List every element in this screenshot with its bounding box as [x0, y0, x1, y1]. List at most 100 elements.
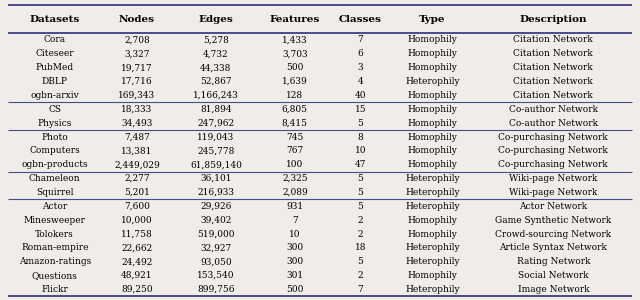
Text: 24,492: 24,492	[121, 257, 152, 266]
Text: 4: 4	[357, 77, 363, 86]
Text: 48,921: 48,921	[121, 271, 153, 280]
Text: 10,000: 10,000	[121, 216, 153, 225]
Text: Computers: Computers	[29, 146, 80, 155]
Text: 6: 6	[357, 49, 363, 58]
Text: Homophily: Homophily	[408, 35, 458, 44]
Text: 40: 40	[355, 91, 366, 100]
Text: DBLP: DBLP	[42, 77, 68, 86]
Text: 15: 15	[355, 105, 366, 114]
Text: 153,540: 153,540	[197, 271, 235, 280]
Text: Citation Network: Citation Network	[513, 77, 593, 86]
Text: CS: CS	[48, 105, 61, 114]
Text: 36,101: 36,101	[200, 174, 232, 183]
Text: Heterophily: Heterophily	[405, 243, 460, 252]
Text: Type: Type	[419, 15, 445, 24]
Text: 2: 2	[358, 271, 363, 280]
Text: 3: 3	[358, 63, 363, 72]
Text: Co-author Network: Co-author Network	[509, 105, 598, 114]
Text: Homophily: Homophily	[408, 63, 458, 72]
Text: 6,805: 6,805	[282, 105, 308, 114]
Text: 10: 10	[289, 230, 301, 238]
Text: 5: 5	[357, 202, 364, 211]
Text: 767: 767	[286, 146, 303, 155]
Text: Homophily: Homophily	[408, 160, 458, 169]
Text: Actor: Actor	[42, 202, 67, 211]
Text: 32,927: 32,927	[200, 243, 232, 252]
Text: 1,433: 1,433	[282, 35, 308, 44]
Text: Homophily: Homophily	[408, 216, 458, 225]
Text: 61,859,140: 61,859,140	[190, 160, 242, 169]
Text: Heterophily: Heterophily	[405, 257, 460, 266]
Text: 17,716: 17,716	[121, 77, 153, 86]
Text: 11,758: 11,758	[121, 230, 153, 238]
Text: Chameleon: Chameleon	[29, 174, 81, 183]
Text: PubMed: PubMed	[36, 63, 74, 72]
Text: Roman-empire: Roman-empire	[21, 243, 88, 252]
Text: Homophily: Homophily	[408, 91, 458, 100]
Text: Heterophily: Heterophily	[405, 188, 460, 197]
Text: 1,166,243: 1,166,243	[193, 91, 239, 100]
Text: 19,717: 19,717	[121, 63, 153, 72]
Text: 22,662: 22,662	[122, 243, 152, 252]
Text: Actor Network: Actor Network	[519, 202, 588, 211]
Text: 18,333: 18,333	[122, 105, 152, 114]
Text: 2,708: 2,708	[124, 35, 150, 44]
Text: 2,089: 2,089	[282, 188, 308, 197]
Text: Wiki-page Network: Wiki-page Network	[509, 174, 598, 183]
Text: Classes: Classes	[339, 15, 381, 24]
Text: 300: 300	[286, 243, 303, 252]
Text: Heterophily: Heterophily	[405, 202, 460, 211]
Text: 2: 2	[358, 230, 363, 238]
Text: Heterophily: Heterophily	[405, 77, 460, 86]
Text: 8,415: 8,415	[282, 118, 308, 127]
Text: 2,277: 2,277	[124, 174, 150, 183]
Text: 34,493: 34,493	[121, 118, 152, 127]
Text: Citation Network: Citation Network	[513, 35, 593, 44]
Text: 47: 47	[355, 160, 366, 169]
Text: Amazon-ratings: Amazon-ratings	[19, 257, 91, 266]
Text: ogbn-products: ogbn-products	[21, 160, 88, 169]
Text: 7: 7	[357, 35, 363, 44]
Text: Cora: Cora	[44, 35, 66, 44]
Text: Citation Network: Citation Network	[513, 91, 593, 100]
Text: 899,756: 899,756	[197, 285, 235, 294]
Text: 18: 18	[355, 243, 366, 252]
Text: 10: 10	[355, 146, 366, 155]
Text: 5,201: 5,201	[124, 188, 150, 197]
Text: 931: 931	[286, 202, 303, 211]
Text: 1,639: 1,639	[282, 77, 308, 86]
Text: Co-purchasing Network: Co-purchasing Network	[499, 133, 608, 142]
Text: 216,933: 216,933	[197, 188, 234, 197]
Text: Social Network: Social Network	[518, 271, 589, 280]
Text: 7,600: 7,600	[124, 202, 150, 211]
Text: Features: Features	[269, 15, 320, 24]
Text: Homophily: Homophily	[408, 118, 458, 127]
Text: Citation Network: Citation Network	[513, 63, 593, 72]
Text: Wiki-page Network: Wiki-page Network	[509, 188, 598, 197]
Text: 13,381: 13,381	[121, 146, 152, 155]
Text: 52,867: 52,867	[200, 77, 232, 86]
Text: ogbn-arxiv: ogbn-arxiv	[30, 91, 79, 100]
Text: Description: Description	[520, 15, 587, 24]
Text: 7: 7	[357, 285, 363, 294]
Text: Physics: Physics	[38, 118, 72, 127]
Text: 2,449,029: 2,449,029	[114, 160, 160, 169]
Text: Homophily: Homophily	[408, 271, 458, 280]
Text: 39,402: 39,402	[200, 216, 232, 225]
Text: 3,327: 3,327	[124, 49, 150, 58]
Text: Article Syntax Network: Article Syntax Network	[499, 243, 607, 252]
Text: Photo: Photo	[42, 133, 68, 142]
Text: 300: 300	[286, 257, 303, 266]
Text: Citation Network: Citation Network	[513, 49, 593, 58]
Text: Citeseer: Citeseer	[35, 49, 74, 58]
Text: Datasets: Datasets	[29, 15, 80, 24]
Text: Edges: Edges	[198, 15, 233, 24]
Text: Homophily: Homophily	[408, 230, 458, 238]
Text: 2: 2	[358, 216, 363, 225]
Text: 245,778: 245,778	[197, 146, 235, 155]
Text: Homophily: Homophily	[408, 105, 458, 114]
Text: Minesweeper: Minesweeper	[24, 216, 86, 225]
Text: 5: 5	[357, 174, 364, 183]
Text: 301: 301	[286, 271, 303, 280]
Text: 3,703: 3,703	[282, 49, 308, 58]
